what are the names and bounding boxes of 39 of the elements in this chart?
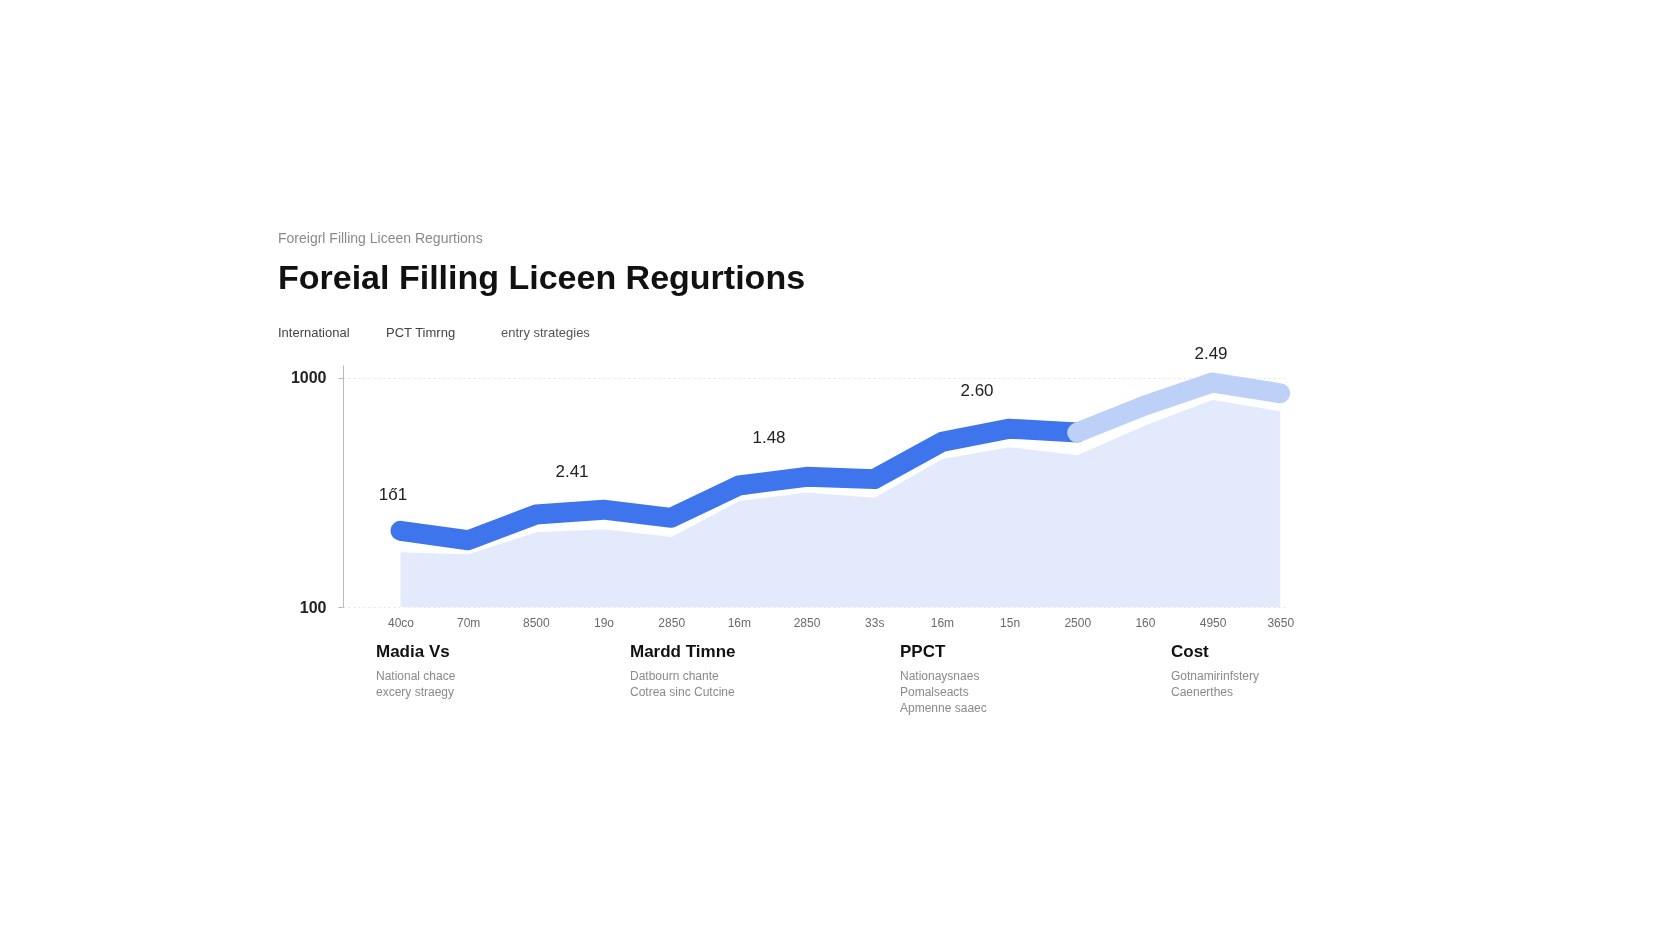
- text: Datbourn chante: [630, 669, 720, 683]
- text: Nationaysnaes: [900, 669, 980, 683]
- text: 2.49: [1194, 344, 1228, 363]
- text: Cost: [1171, 642, 1210, 661]
- x-tick-label: 40co: [388, 615, 415, 630]
- text: Madia Vs: [376, 642, 450, 661]
- x-tick-label: 3650: [1267, 615, 1295, 630]
- text: Gotnamirinfstery: [1171, 669, 1260, 683]
- x-tick-label: 15n: [1000, 615, 1021, 630]
- text: Mardd Timne: [630, 642, 736, 661]
- x-tick-label: 4950: [1199, 615, 1227, 630]
- chart-subtitle: Foreigrl Filling Liceen Regurtions: [278, 230, 483, 246]
- text: National chace: [376, 669, 456, 683]
- x-tick-label: 2850: [793, 615, 821, 630]
- text: International: [278, 325, 350, 340]
- annotation: 1ő1: [378, 485, 408, 504]
- text: PCT Timrng: [386, 325, 456, 340]
- x-tick-label: 160: [1135, 615, 1156, 630]
- annotation: 2.60: [960, 381, 994, 400]
- text: entry strategies: [501, 325, 591, 340]
- y-tick-label: 100: [299, 598, 327, 616]
- text: PPCT: [900, 642, 946, 661]
- x-tick-label: 70m: [457, 615, 481, 630]
- text: Apmenne saaec: [900, 701, 987, 715]
- x-tick-label: 16m: [930, 615, 955, 630]
- text: excery straegy: [376, 685, 455, 699]
- text: Pomalseacts: [900, 685, 969, 699]
- text: Cotrea sinc Cutcine: [630, 685, 736, 699]
- x-tick-label: 8500: [523, 615, 551, 630]
- x-tick-label: 33s: [865, 615, 885, 630]
- x-tick-label: 19o: [594, 615, 615, 630]
- y-tick-label: 1000: [290, 369, 327, 387]
- chart-title: Foreial Filling Liceen Regurtions: [278, 258, 806, 296]
- annotation: 2.41: [555, 462, 589, 481]
- x-tick-label: 2850: [658, 615, 686, 630]
- x-tick-label: 2500: [1064, 615, 1092, 630]
- annotation: 1.48: [752, 428, 786, 447]
- x-tick-label: 16m: [727, 615, 752, 630]
- text: Caenerthes: [1171, 685, 1234, 699]
